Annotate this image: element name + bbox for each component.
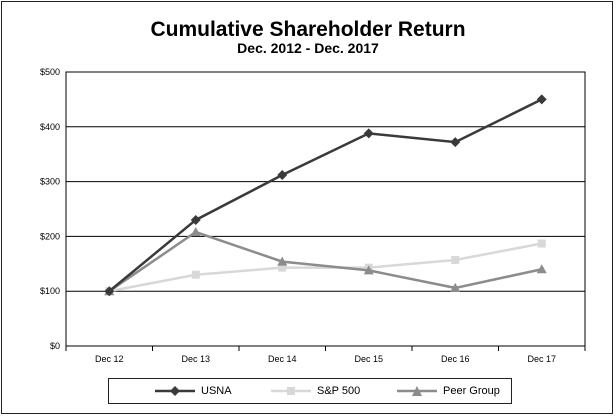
data-point-peer-group (277, 256, 288, 266)
x-tick-label: Dec 13 (181, 354, 210, 364)
legend-label-peer-group: Peer Group (443, 385, 500, 397)
legend-swatch-peer-group (397, 386, 437, 396)
data-point-s-p-500 (191, 270, 200, 279)
data-point-peer-group (450, 282, 461, 292)
legend-swatch-usna (155, 386, 195, 396)
data-point-usna (536, 94, 547, 105)
data-point-peer-group (363, 265, 374, 275)
data-point-usna (277, 170, 288, 181)
y-tick-label: $200 (40, 231, 60, 241)
y-tick-label: $100 (40, 286, 60, 296)
y-tick-label: $0 (50, 341, 60, 351)
x-tick-label: Dec 15 (354, 354, 383, 364)
data-point-usna (363, 128, 374, 139)
data-point-s-p-500 (278, 263, 287, 272)
series-line-peer-group (108, 230, 543, 293)
legend-label-usna: USNA (201, 385, 232, 397)
chart-title: Cumulative Shareholder Return (150, 18, 466, 41)
data-point-s-p-500 (537, 239, 546, 248)
x-tick-label: Dec 17 (527, 354, 556, 364)
plot-border (65, 71, 586, 347)
legend-label-sp500: S&P 500 (317, 385, 361, 397)
x-tick-label: Dec 14 (268, 354, 297, 364)
y-tick-label: $500 (40, 67, 60, 77)
x-tick-label: Dec 12 (95, 354, 124, 364)
legend-item-sp500: S&P 500 (271, 379, 360, 403)
data-point-peer-group (190, 227, 201, 237)
legend-item-peer-group: Peer Group (397, 379, 500, 403)
y-tick-label: $400 (40, 122, 60, 132)
data-point-usna (190, 214, 201, 225)
series-line-s-p-500 (109, 242, 542, 293)
legend-swatch-sp500 (271, 387, 311, 395)
data-point-usna (450, 137, 461, 148)
y-tick-label: $300 (40, 177, 60, 187)
data-point-usna (104, 286, 115, 297)
series-line-usna (108, 98, 543, 293)
data-point-peer-group (536, 264, 547, 274)
x-tick-label: Dec 16 (441, 354, 470, 364)
data-point-s-p-500 (451, 255, 460, 264)
chart-subtitle: Dec. 2012 - Dec. 2017 (237, 40, 379, 56)
legend-item-usna: USNA (155, 379, 232, 403)
legend: USNA S&P 500 Peer Group (108, 378, 512, 404)
